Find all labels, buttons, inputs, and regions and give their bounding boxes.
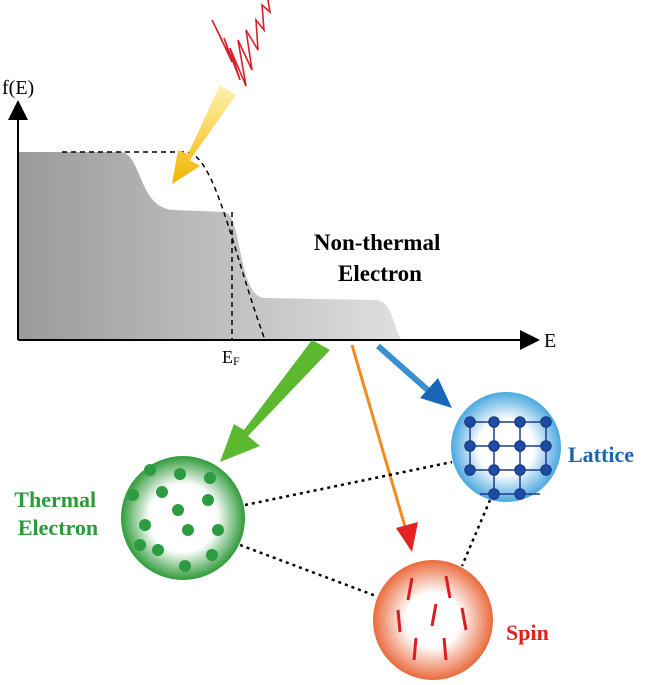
thermal-line: Thermal xyxy=(14,487,96,512)
arrow-lattice-head xyxy=(420,378,452,408)
lattice-grid xyxy=(464,416,552,500)
nonthermal-label: Non-thermal Electron xyxy=(314,230,446,286)
thermal-particles xyxy=(127,464,224,572)
thermal-line: Electron xyxy=(18,515,98,540)
coupling-te-lattice xyxy=(244,460,453,507)
fermi-main: E xyxy=(222,347,233,367)
laser-arrow xyxy=(172,85,236,184)
coupling-te-spin xyxy=(239,543,377,598)
arrow-lattice xyxy=(376,343,432,395)
nonthermal-line: Non-thermal xyxy=(314,230,440,255)
thermal-ball xyxy=(121,456,245,580)
thermal-label: Thermal Electron xyxy=(14,487,101,540)
fermi-sub: F xyxy=(233,354,240,368)
x-axis-label: E xyxy=(544,330,556,352)
arrow-thermal xyxy=(220,340,330,462)
spin-label: Spin xyxy=(506,620,549,645)
laser-pulse xyxy=(211,0,272,87)
coupling-lattice-spin xyxy=(460,499,492,567)
arrow-spin xyxy=(350,344,408,531)
spin-arrows xyxy=(396,575,468,661)
y-axis-label: f(E) xyxy=(2,77,34,99)
lattice-label: Lattice xyxy=(568,442,634,467)
distribution-area xyxy=(18,152,405,340)
lattice-ball xyxy=(451,392,561,502)
arrow-spin-head xyxy=(396,522,418,552)
fermi-label: EF xyxy=(222,347,240,368)
nonthermal-line: Electron xyxy=(338,261,422,286)
